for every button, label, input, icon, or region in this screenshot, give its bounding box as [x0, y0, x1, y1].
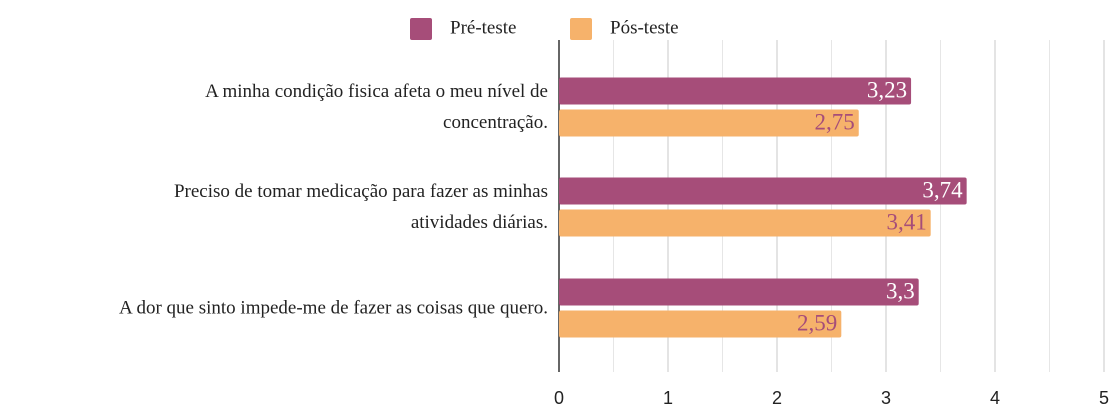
legend-swatch	[570, 18, 592, 40]
x-tick-label: 4	[990, 388, 1000, 408]
data-label: 3,74	[922, 177, 963, 202]
data-label: 2,59	[797, 310, 837, 335]
bar	[559, 310, 842, 338]
x-tick-label: 3	[881, 388, 891, 408]
category-label: Preciso de tomar medicação para fazer as…	[173, 181, 548, 233]
x-tick-label: 2	[772, 388, 782, 408]
data-label: 3,3	[886, 278, 915, 303]
x-tick-label: 0	[554, 388, 564, 408]
bar	[559, 77, 912, 105]
bar	[559, 209, 931, 237]
x-tick-label: 5	[1099, 388, 1109, 408]
legend-label: Pré-teste	[450, 17, 516, 38]
legend-swatch	[410, 18, 432, 40]
x-tick-label: 1	[663, 388, 673, 408]
bar	[559, 109, 859, 137]
bar	[559, 278, 919, 306]
data-label: 2,75	[815, 109, 855, 134]
category-label: A dor que sinto impede-me de fazer as co…	[119, 297, 548, 319]
bar	[559, 177, 967, 205]
legend-label: Pós-teste	[610, 17, 679, 38]
category-label: A minha condição fisica afeta o meu níve…	[205, 81, 548, 133]
data-label: 3,41	[886, 209, 926, 234]
data-label: 3,23	[867, 77, 907, 102]
